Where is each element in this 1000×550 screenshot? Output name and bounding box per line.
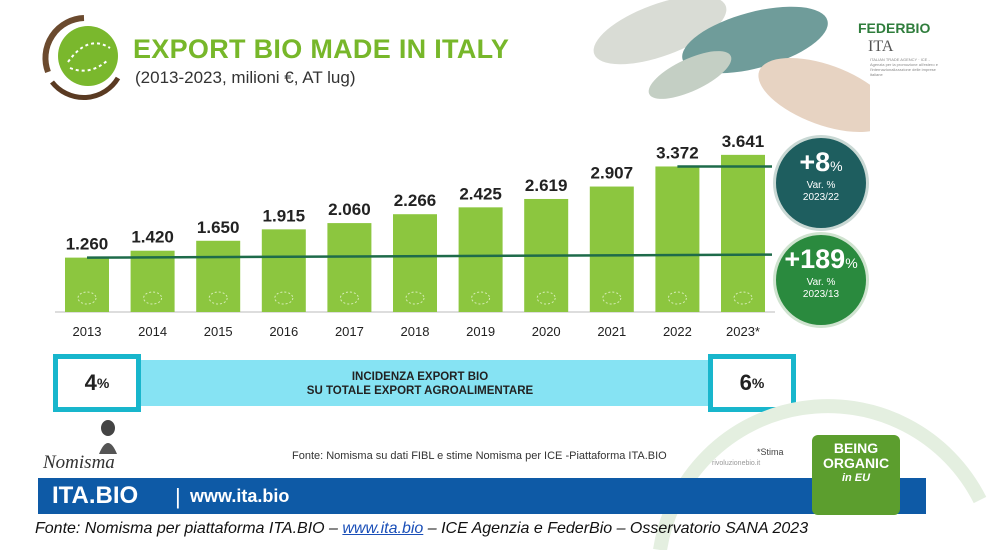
page-title: EXPORT BIO MADE IN ITALY	[133, 34, 510, 64]
bar	[327, 223, 372, 312]
bar	[721, 154, 765, 312]
estimate-note: *Stima	[757, 447, 784, 457]
ita-logo: ITA	[868, 38, 894, 55]
x-tick-label: 2023*	[726, 324, 760, 339]
incidence-band	[58, 360, 788, 406]
bar	[589, 186, 634, 312]
being-organic-line1: BEING	[833, 440, 879, 456]
variation-2023-13-value: +189	[784, 244, 846, 274]
bar-leaf-icon	[77, 291, 97, 305]
incidence-start-unit: %	[96, 375, 110, 391]
bar-leaf-icon	[602, 291, 622, 305]
bar	[130, 250, 175, 312]
x-tick-label: 2019	[466, 324, 495, 339]
incidence-end-box: 6%	[708, 354, 796, 412]
ita-bio-brand: ITA.BIO	[52, 482, 139, 509]
incidence-start-value: 4	[84, 370, 97, 395]
x-tick-label: 2022	[663, 324, 692, 339]
x-tick-label: 2021	[597, 324, 626, 339]
page-subtitle: (2013-2023, milioni €, AT lug)	[135, 68, 356, 87]
decorative-leaves	[593, 0, 870, 132]
bar-leaf-icon	[339, 291, 359, 305]
bar-value-label: 2.425	[459, 184, 502, 203]
bar	[196, 240, 241, 312]
trend-line-2013	[86, 253, 773, 259]
x-tick-label: 2020	[532, 324, 561, 339]
x-tick-label: 2017	[335, 324, 364, 339]
bar-leaf-icon	[208, 291, 228, 305]
footnote-link[interactable]: www.ita.bio	[342, 520, 424, 537]
brand-separator: |	[175, 484, 181, 509]
incidence-end-unit: %	[751, 375, 765, 391]
bar-value-label: 1.260	[66, 235, 109, 254]
variation-2023-13-label: Var. %	[806, 277, 836, 288]
being-organic-line2: ORGANIC	[822, 455, 890, 471]
x-tick-label: 2018	[401, 324, 430, 339]
bar-value-label: 2.907	[591, 164, 634, 183]
bar-leaf-icon	[143, 291, 163, 305]
variation-2023-22-unit: %	[830, 158, 843, 174]
bar	[261, 229, 306, 312]
footnote: Fonte: Nomisma per piattaforma ITA.BIO –…	[35, 520, 808, 538]
variation-2023-13-unit: %	[845, 255, 858, 271]
footnote-before: Fonte: Nomisma per piattaforma ITA.BIO –	[35, 520, 343, 537]
bar-leaf-icon	[274, 291, 294, 305]
incidence-start-box: 4%	[53, 354, 141, 412]
bar	[393, 214, 437, 312]
bar-value-label: 1.650	[197, 218, 240, 237]
bar-leaf-icon	[733, 291, 753, 305]
variation-2023-13-period: 2023/13	[802, 289, 840, 300]
bar	[65, 257, 109, 312]
federbio-logo: FEDERBIO	[858, 20, 931, 36]
bar	[655, 166, 700, 312]
incidence-end-value: 6	[739, 370, 752, 395]
organic-leaf-logo	[42, 15, 121, 101]
variation-2023-22-period: 2023/22	[802, 192, 840, 203]
bar-leaf-icon	[405, 291, 425, 305]
incidence-label-line1: INCIDENZA EXPORT BIO	[351, 371, 489, 383]
incidence-label: INCIDENZA EXPORT BIO SU TOTALE EXPORT AG…	[200, 370, 640, 398]
bar-value-label: 1.420	[131, 228, 174, 247]
variation-2023-22-badge: +8% Var. % 2023/22	[773, 135, 869, 231]
bar	[458, 207, 503, 312]
incidence-label-line2: SU TOTALE EXPORT AGROALIMENTARE	[306, 385, 534, 397]
variation-2023-22-value: +8	[799, 147, 831, 177]
bar-value-label: 3.641	[722, 132, 765, 151]
being-organic-line3: in EU	[841, 472, 871, 484]
footnote-after: – ICE Agenzia e FederBio – Osservatorio …	[423, 520, 809, 537]
bar-value-label: 3.372	[656, 143, 699, 162]
bar-leaf-icon	[471, 291, 491, 305]
bar-value-label: 2.060	[328, 200, 371, 219]
rivoluzionebio-watermark: rivoluzionebio.it	[712, 460, 761, 467]
brand-url: www.ita.bio	[190, 486, 290, 506]
nomisma-emblem-icon	[99, 420, 117, 454]
bar-value-label: 1.915	[263, 206, 306, 225]
chart-source: Fonte: Nomisma su dati FIBL e stime Nomi…	[292, 450, 667, 462]
x-tick-label: 2016	[269, 324, 298, 339]
export-bar-chart: 1.260 2013 1.420 2014 1.650 2015 1.915 2016 2.06…	[55, 132, 775, 339]
bar-value-label: 2.266	[394, 191, 437, 210]
being-organic-logo: BEING ORGANIC in EU	[812, 435, 900, 515]
variation-2023-22-label: Var. %	[806, 180, 836, 191]
x-tick-label: 2014	[138, 324, 167, 339]
x-tick-label: 2013	[73, 324, 102, 339]
bar-leaf-icon	[536, 291, 556, 305]
variation-2023-13-badge: +189% Var. % 2023/13	[773, 232, 869, 328]
bar-leaf-icon	[667, 291, 687, 305]
nomisma-logo: Nomisma	[43, 452, 115, 473]
bar-value-label: 2.619	[525, 176, 568, 195]
brand-bar	[38, 478, 926, 514]
ita-logo-caption: ITALIAN TRADE AGENCY · ICE - Agenzia per…	[870, 57, 938, 77]
x-tick-label: 2015	[204, 324, 233, 339]
